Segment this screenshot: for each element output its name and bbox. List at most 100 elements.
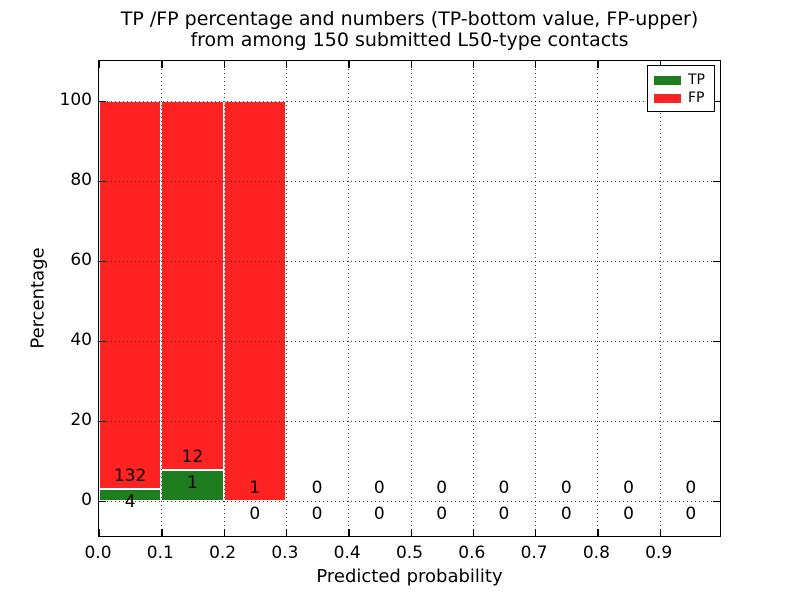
x-tick-label: 0.1 xyxy=(146,543,174,563)
fp-count-annotation: 0 xyxy=(623,478,634,498)
y-tick-label: 60 xyxy=(70,250,92,270)
tp-legend-swatch xyxy=(654,75,681,85)
fp-bar xyxy=(161,101,224,471)
x-tick-bottom xyxy=(285,529,288,536)
x-gridline xyxy=(348,61,350,536)
fp-count-annotation: 0 xyxy=(498,478,510,498)
tp-count-annotation: 0 xyxy=(623,504,634,524)
fp-count-annotation: 132 xyxy=(113,466,147,487)
x-tick-bottom xyxy=(223,529,225,536)
chart-title: TP /FP percentage and numbers (TP-bottom… xyxy=(98,9,721,51)
fp-count-annotation: 1 xyxy=(249,478,261,498)
x-tick-label: 0.8 xyxy=(582,543,610,563)
x-tick-bottom xyxy=(535,529,537,536)
tp-count-annotation: 0 xyxy=(373,504,385,524)
y-tick-left xyxy=(99,421,106,423)
x-gridline xyxy=(223,61,225,536)
fp-count-annotation: 12 xyxy=(181,447,204,468)
fp-count-annotation: 0 xyxy=(560,478,572,498)
plot-area: 132 4 12 1 1 0 0 0 0 0 0 0 0 0 0 0 0 0 0 0 xyxy=(98,60,721,537)
fp-count-annotation: 0 xyxy=(436,478,448,498)
x-tick-bottom xyxy=(348,529,350,536)
tp-count-annotation: 0 xyxy=(498,504,510,524)
x-tick-top xyxy=(410,61,412,68)
y-tick-right xyxy=(713,261,720,263)
x-gridline xyxy=(472,61,474,536)
tp-bar xyxy=(161,470,224,501)
x-gridline xyxy=(597,61,599,536)
y-tick-right xyxy=(713,341,720,343)
x-tick-bottom xyxy=(597,529,599,536)
y-tick-label: 20 xyxy=(70,410,92,430)
x-tick-label: 0.4 xyxy=(333,543,361,563)
x-tick-label: 0.6 xyxy=(458,543,486,563)
tp-count-annotation: 0 xyxy=(685,504,697,524)
y-gridline xyxy=(99,261,720,262)
y-tick-left xyxy=(99,341,106,343)
x-tick-bottom xyxy=(161,529,163,536)
y-tick-right xyxy=(713,501,720,503)
tp-count-annotation: 1 xyxy=(187,473,198,494)
tp-count-annotation: 0 xyxy=(249,504,261,524)
y-tick-left xyxy=(99,261,106,263)
x-tick-top xyxy=(535,61,537,68)
x-tick-label: 0.9 xyxy=(645,543,673,563)
fp-count-annotation: 0 xyxy=(311,478,323,498)
x-tick-label: 0.0 xyxy=(84,543,112,563)
y-gridline xyxy=(99,501,720,502)
chart-title-line2: from among 150 submitted L50-type contac… xyxy=(190,29,629,51)
tp-bar xyxy=(99,489,162,501)
fp-bar xyxy=(99,101,162,490)
y-tick-left xyxy=(99,501,106,503)
y-gridline xyxy=(99,181,720,182)
y-tick-label: 100 xyxy=(59,90,92,110)
x-tick-label: 0.7 xyxy=(520,543,548,563)
x-tick-top xyxy=(348,61,350,68)
fp-legend-label: FP xyxy=(688,90,705,106)
x-tick-bottom xyxy=(410,529,412,536)
tp-count-annotation: 0 xyxy=(311,504,323,524)
x-tick-label: 0.3 xyxy=(271,543,299,563)
y-tick-right xyxy=(713,101,720,103)
y-tick-label: 40 xyxy=(70,330,92,350)
x-tick-label: 0.2 xyxy=(209,543,237,563)
legend-item-fp: FP xyxy=(654,89,708,107)
tp-count-annotation: 4 xyxy=(124,492,136,513)
x-tick-top xyxy=(223,61,225,68)
x-tick-top xyxy=(472,61,475,68)
y-gridline xyxy=(99,101,720,102)
x-tick-top xyxy=(99,61,101,68)
tp-count-annotation: 0 xyxy=(436,504,448,524)
y-gridline xyxy=(99,341,720,342)
fp-count-annotation: 0 xyxy=(373,478,385,498)
x-tick-top xyxy=(659,61,662,68)
x-tick-top xyxy=(285,61,288,68)
y-tick-left xyxy=(99,101,106,103)
y-gridline xyxy=(99,421,720,422)
x-tick-bottom xyxy=(472,529,475,536)
fp-bar xyxy=(223,101,286,501)
tp-legend-label: TP xyxy=(688,72,705,88)
x-axis-label: Predicted probability xyxy=(316,566,503,587)
x-gridline xyxy=(410,61,412,536)
x-tick-top xyxy=(597,61,599,68)
x-gridline xyxy=(659,61,661,536)
legend-item-tp: TP xyxy=(654,71,708,89)
chart-title-line1: TP /FP percentage and numbers (TP-bottom… xyxy=(120,8,699,30)
x-gridline xyxy=(285,61,287,536)
x-tick-label: 0.5 xyxy=(395,543,424,563)
y-tick-label: 0 xyxy=(81,490,92,510)
tp-count-annotation: 0 xyxy=(560,504,572,524)
fp-count-annotation: 0 xyxy=(685,478,697,498)
legend: TP FP xyxy=(647,65,715,112)
y-tick-label: 80 xyxy=(70,170,92,190)
x-tick-bottom xyxy=(99,529,101,536)
x-tick-bottom xyxy=(659,529,662,536)
x-gridline xyxy=(161,61,163,536)
y-tick-right xyxy=(713,181,720,183)
x-tick-top xyxy=(161,61,163,68)
y-tick-left xyxy=(99,181,106,183)
x-gridline xyxy=(535,61,537,536)
y-tick-right xyxy=(713,421,720,423)
